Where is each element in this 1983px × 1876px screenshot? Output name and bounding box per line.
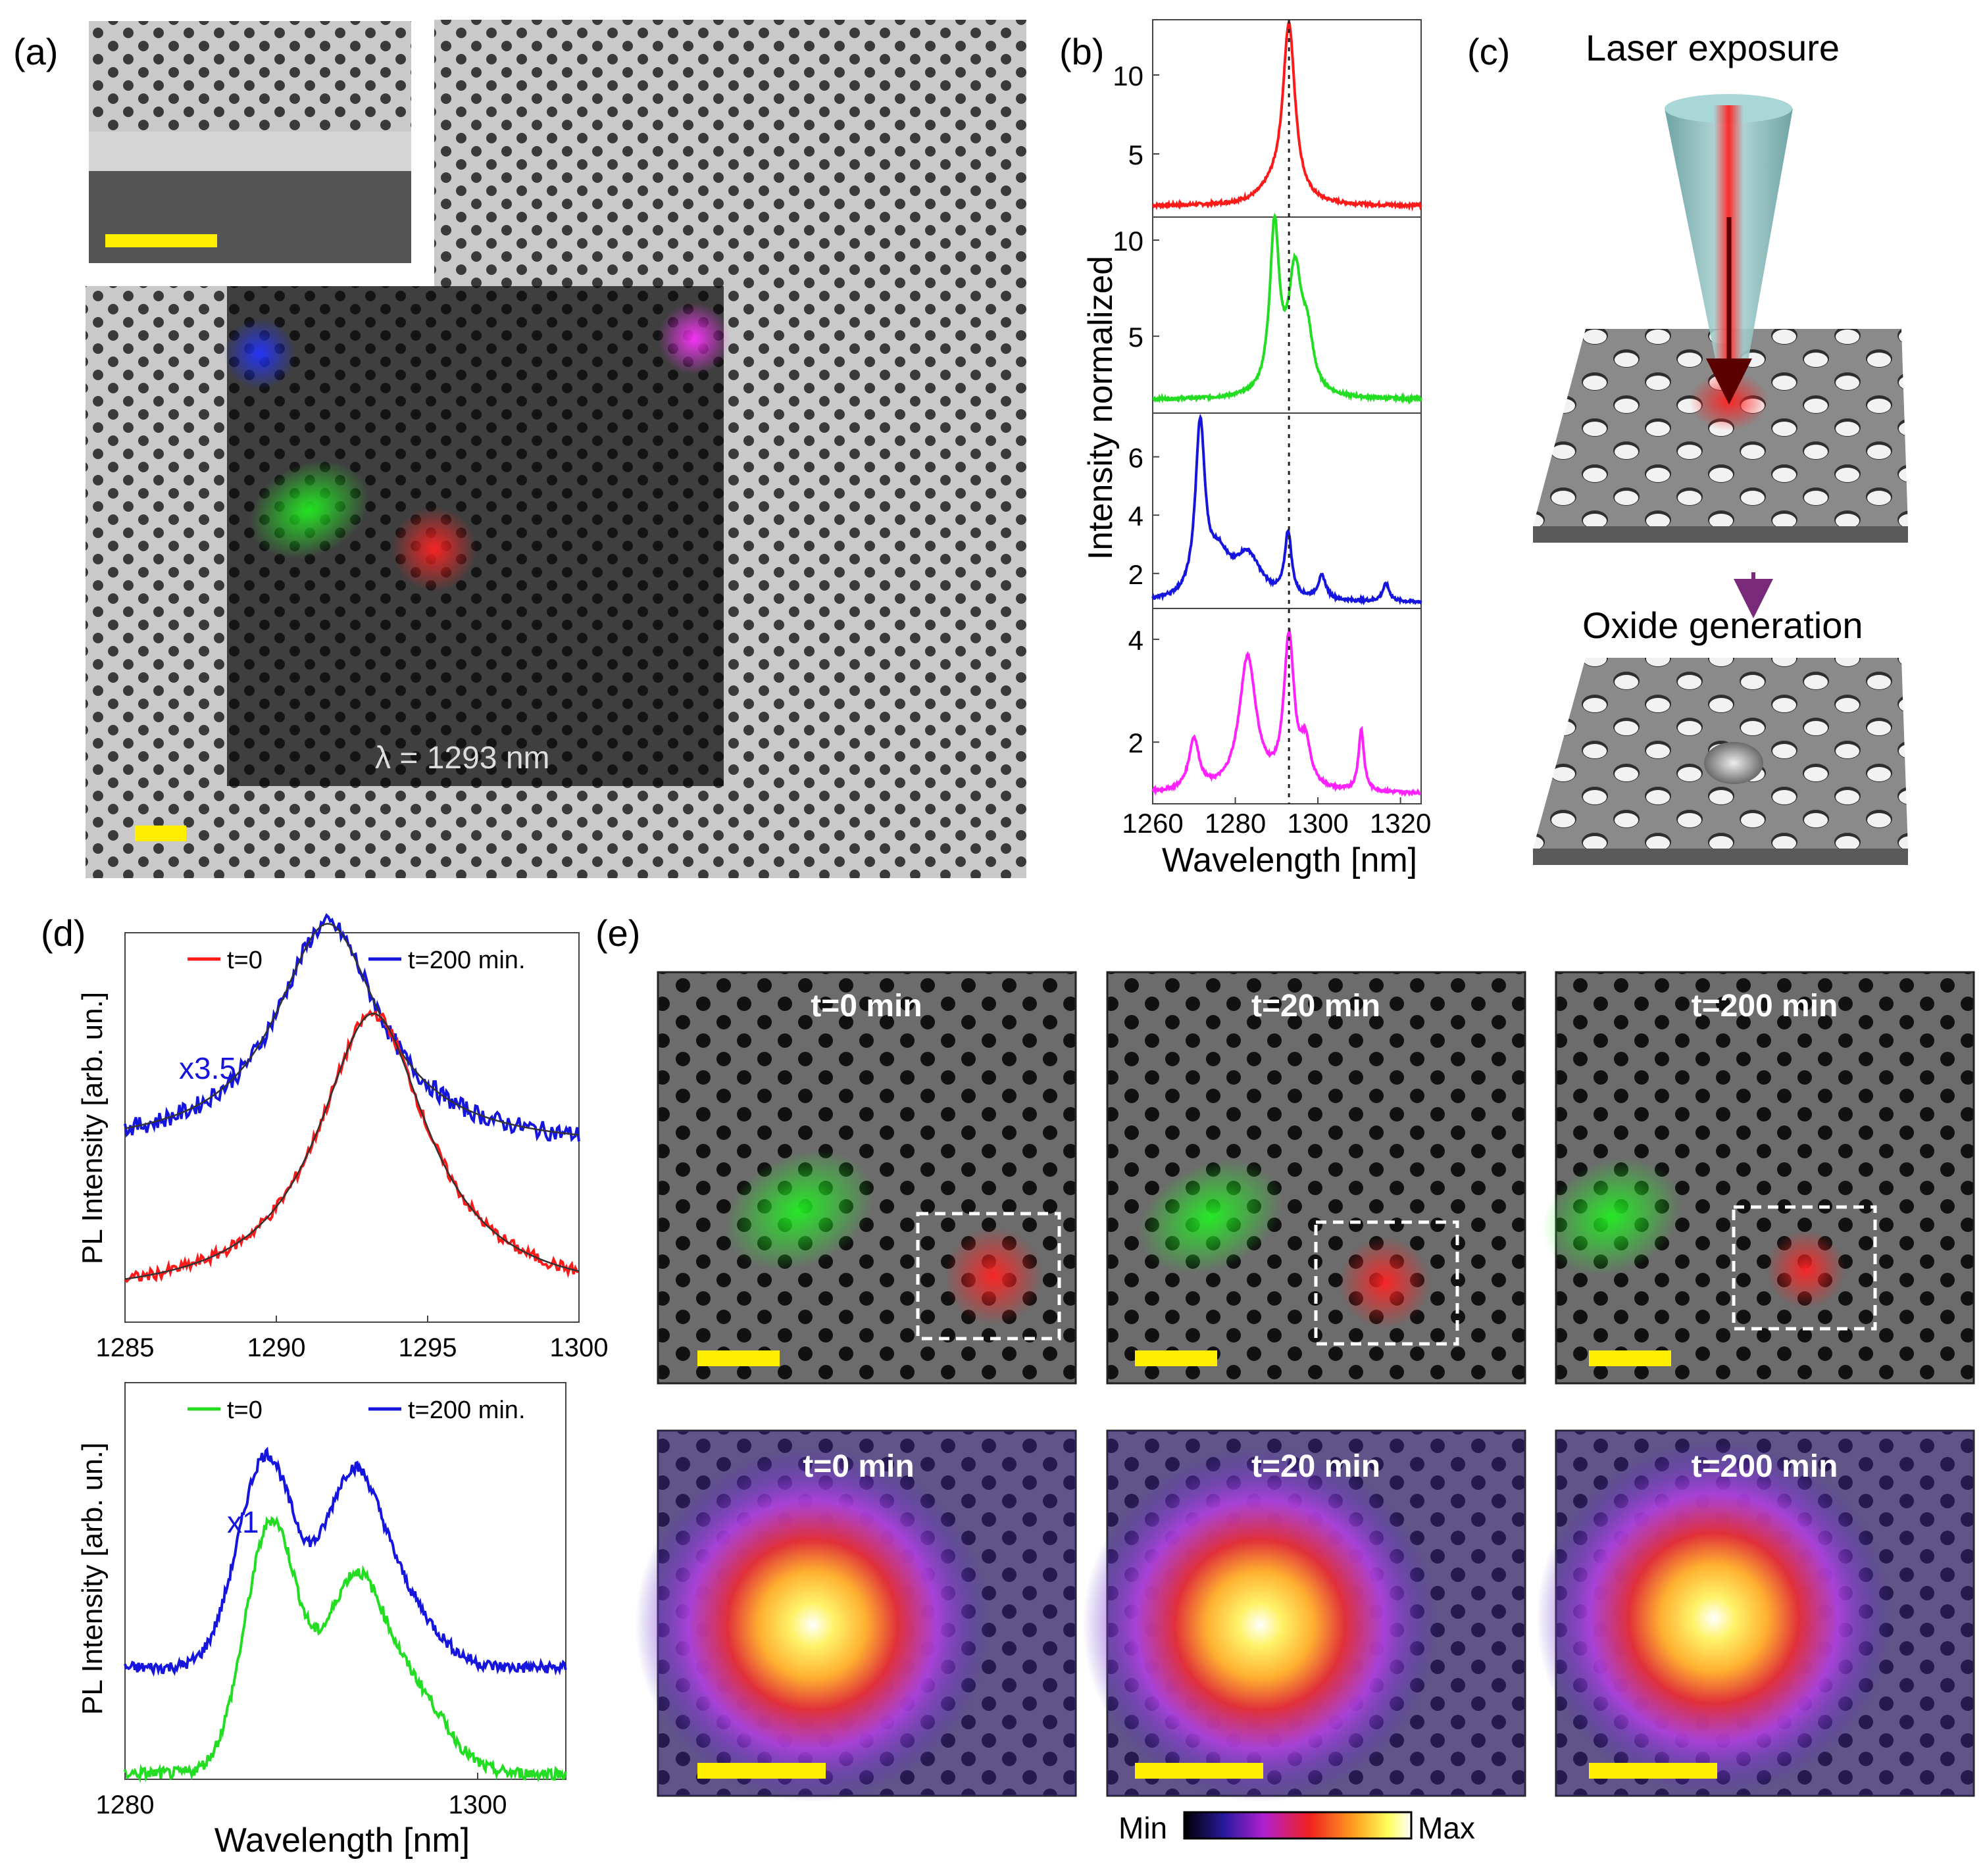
e-bottom-2: t=200 min bbox=[1536, 1429, 1975, 1797]
legend-label: t=0 bbox=[227, 947, 263, 974]
y-tick-label: 10 bbox=[1113, 61, 1143, 91]
colorbar: Min Max bbox=[1118, 1811, 1475, 1845]
mode-green bbox=[249, 460, 370, 560]
spectrum-line bbox=[124, 1446, 567, 1677]
spectrum-line bbox=[1152, 212, 1422, 405]
oxide-bump bbox=[1704, 742, 1763, 784]
x-tick-label: 1260 bbox=[1122, 808, 1183, 839]
legend-label: t=0 bbox=[227, 1396, 263, 1424]
time-label: t=0 min bbox=[811, 989, 922, 1024]
time-label: t=20 min bbox=[1251, 1449, 1380, 1484]
y-tick-label: 5 bbox=[1128, 139, 1143, 170]
x-tick-label: 1280 bbox=[1205, 808, 1266, 839]
panel-label-d: (d) bbox=[41, 912, 86, 954]
y-axis-label: Intensity normalized bbox=[1082, 256, 1120, 560]
subplot-frame bbox=[1152, 608, 1422, 804]
time-label: t=200 min bbox=[1692, 1449, 1838, 1484]
e-top-2: t=200 min bbox=[1542, 971, 1975, 1385]
fit-line bbox=[124, 923, 580, 1136]
colorbar-max: Max bbox=[1418, 1811, 1475, 1845]
spectrum-line bbox=[124, 1516, 567, 1783]
time-label: t=20 min bbox=[1251, 989, 1380, 1024]
spectrum-line bbox=[1151, 413, 1422, 606]
scale-bar bbox=[697, 1350, 780, 1366]
x-tick-label: 1320 bbox=[1370, 808, 1431, 839]
sem-image-a bbox=[86, 20, 1026, 878]
y-tick-label: 4 bbox=[1128, 625, 1143, 656]
chart-d-bottom: 1280 1300 t=0 t=200 min. x1 Wavelength [nm] PL… bbox=[76, 1382, 567, 1860]
e-top-1: t=20 min bbox=[1106, 971, 1526, 1385]
y-axis-label: PL Intensity [arb. un.] bbox=[76, 1443, 109, 1715]
spectrum-line bbox=[1152, 21, 1422, 212]
scale-bar bbox=[1589, 1350, 1671, 1366]
x-tick-label: 1300 bbox=[1287, 808, 1348, 839]
scale-annotation: x3.5 bbox=[179, 1051, 236, 1085]
fit-line bbox=[124, 1012, 580, 1280]
y-tick-label: 6 bbox=[1128, 442, 1143, 473]
mode-blue bbox=[224, 318, 296, 390]
spectrum-line bbox=[1151, 628, 1421, 797]
y-tick-label: 10 bbox=[1113, 226, 1143, 257]
scale-bar bbox=[1135, 1763, 1263, 1779]
scale-bar-inset bbox=[105, 234, 217, 247]
panel-label-c: (c) bbox=[1467, 31, 1510, 72]
y-tick-label: 4 bbox=[1128, 501, 1143, 531]
legend-label: t=200 min. bbox=[408, 1396, 526, 1424]
chart-d-top: 1285 1290 1295 1300 t=0 t=200 min. x3.5 PL Inte… bbox=[76, 913, 609, 1362]
scale-annotation: x1 bbox=[227, 1505, 259, 1539]
e-top-0: t=0 min bbox=[657, 971, 1077, 1385]
time-label: t=0 min bbox=[803, 1449, 914, 1484]
y-tick-label: 5 bbox=[1128, 322, 1143, 353]
oxide-generation-label: Oxide generation bbox=[1582, 605, 1863, 646]
x-tick-label: 1290 bbox=[247, 1333, 306, 1362]
x-axis-label: Wavelength [nm] bbox=[214, 1821, 470, 1860]
x-axis-label: Wavelength [nm] bbox=[1162, 841, 1417, 879]
sem-inset bbox=[86, 20, 414, 266]
x-tick-label: 1295 bbox=[399, 1333, 457, 1362]
legend-label: t=200 min. bbox=[408, 947, 526, 974]
panel-label-a: (a) bbox=[13, 31, 58, 72]
subplot-frame bbox=[1152, 216, 1422, 414]
e-bottom-0: t=0 min bbox=[635, 1429, 1077, 1802]
y-axis-label: PL Intensity [arb. un.] bbox=[76, 992, 109, 1264]
laser-cone bbox=[1665, 94, 1793, 431]
y-tick-label: 2 bbox=[1128, 559, 1143, 590]
e-bottom-1: t=20 min bbox=[1082, 1429, 1526, 1802]
x-tick-label: 1300 bbox=[550, 1333, 609, 1362]
scale-bar bbox=[1589, 1763, 1717, 1779]
spectrum-line bbox=[124, 913, 580, 1143]
x-tick-label: 1285 bbox=[96, 1333, 155, 1362]
x-tick-label: 1300 bbox=[449, 1790, 507, 1819]
y-tick-label: 2 bbox=[1128, 728, 1143, 758]
x-tick-label: 1280 bbox=[96, 1790, 155, 1819]
plot-frame bbox=[124, 1382, 566, 1780]
panel-label-b: (b) bbox=[1059, 31, 1104, 72]
mode-red bbox=[391, 506, 477, 592]
time-label: t=200 min bbox=[1692, 989, 1838, 1024]
wavelength-label: λ = 1293 nm bbox=[375, 741, 550, 776]
laser-exposure-label: Laser exposure bbox=[1586, 27, 1840, 68]
scale-bar-a bbox=[135, 826, 186, 841]
scale-bar bbox=[1135, 1350, 1217, 1366]
slab-bottom bbox=[1533, 658, 1908, 865]
panel-label-e: (e) bbox=[595, 912, 640, 954]
colorbar-min: Min bbox=[1118, 1811, 1167, 1845]
mode-magenta bbox=[658, 303, 730, 375]
scale-bar bbox=[697, 1763, 826, 1779]
